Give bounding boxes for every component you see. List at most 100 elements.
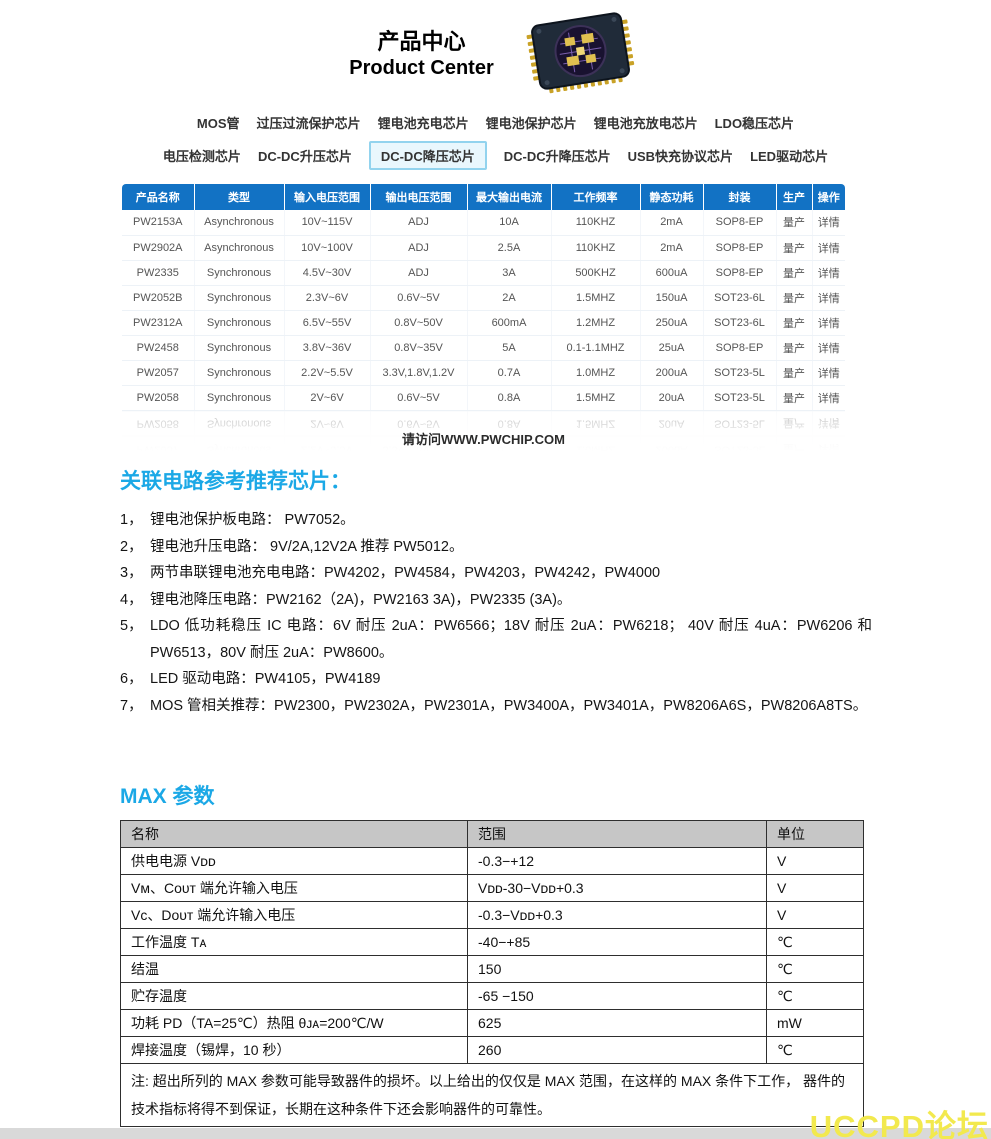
- related-list-item: 3， 两节串联锂电池充电电路：PW4202，PW4584，PW4203，PW424…: [120, 560, 872, 587]
- nav-item[interactable]: DC-DC升降压芯片: [503, 148, 611, 164]
- table-cell: Synchronous: [194, 260, 285, 286]
- table-cell: 110KHZ: [551, 235, 641, 261]
- list-item-number: 3，: [120, 565, 143, 581]
- max-table-cell: Vᴄ、Dᴏᴜᴛ 端允许输入电压: [120, 901, 468, 929]
- table-row: PW2458 Synchronous 3.8V~36V 0.8V~35V 5A 0.1-1…: [122, 335, 845, 361]
- table-cell: 2.5A: [467, 235, 552, 261]
- table-cell: 25uA: [640, 335, 704, 361]
- nav-item[interactable]: MOS管: [196, 115, 240, 131]
- page-header: 产品中心 Product Center: [0, 8, 991, 100]
- table-cell: SOP8-EP: [703, 210, 777, 236]
- max-table-row: 焊接温度（锡焊，10 秒） 260 ℃: [120, 1036, 864, 1064]
- related-list-item: 4， 锂电池降压电路：PW2162（2A)，PW2163 3A)，PW2335 (…: [120, 587, 872, 614]
- table-cell: 2.3V~6V: [284, 285, 371, 311]
- page-title: 产品中心 Product Center: [349, 28, 493, 81]
- table-cell: 1.5MHZ: [551, 285, 641, 311]
- table-cell: 2A: [467, 285, 552, 311]
- nav-item[interactable]: 锂电池保护芯片: [485, 115, 577, 131]
- nav-item[interactable]: LED驱动芯片: [750, 148, 829, 164]
- table-row: PW2153A Asynchronous 10V~115V ADJ 10A 110KHZ 2…: [122, 210, 845, 236]
- max-table-cell: V: [766, 901, 864, 929]
- max-table-cell: 功耗 PD（TA=25℃）热阻 θᴊᴀ=200℃/W: [120, 1009, 468, 1037]
- detail-link[interactable]: 详情: [812, 210, 845, 236]
- column-header: 静态功耗: [640, 184, 704, 210]
- detail-link[interactable]: 详情: [812, 335, 845, 361]
- max-column-header: 单位: [766, 820, 864, 848]
- bottom-bar: [0, 1128, 991, 1139]
- product-name-link[interactable]: PW2335: [122, 260, 195, 286]
- column-header: 操作: [812, 184, 845, 210]
- table-cell: SOP8-EP: [703, 235, 777, 261]
- table-cell: 110KHZ: [551, 210, 641, 236]
- table-cell: 6.5V~55V: [284, 310, 371, 336]
- product-name-link[interactable]: PW2153A: [122, 210, 195, 236]
- max-table-cell: 结温: [120, 955, 468, 983]
- detail-link[interactable]: 详情: [812, 385, 845, 411]
- max-table-section: 名称 范围 单位 供电电源 Vᴅᴅ -0.3−+12 V Vᴍ、Cᴏᴜᴛ 端允许输入电压 V…: [120, 820, 864, 1127]
- related-list-item: 5， LDO 低功耗稳压 IC 电路：6V 耐压 2uA：PW6566；18V 耐…: [120, 613, 872, 666]
- list-item-text: 锂电池保护板电路： PW7052。: [150, 512, 355, 528]
- nav-item[interactable]: 过压过流保护芯片: [256, 115, 361, 131]
- table-cell: 1.0MHZ: [551, 360, 641, 386]
- product-table-header-row: 产品名称 类型 输入电压范围 输出电压范围 最大输出电流 工作频率 静态功耗 封装 生产 操作: [122, 184, 845, 210]
- max-table-cell: ℃: [766, 955, 864, 983]
- nav-row-2: 电压检测芯片 DC-DC升压芯片 DC-DC降压芯片 DC-DC升降压芯片 USB快充协…: [0, 140, 991, 170]
- product-name-link[interactable]: PW2902A: [122, 235, 195, 261]
- nav-item[interactable]: LDO稳压芯片: [714, 115, 795, 131]
- table-cell: 2mA: [640, 210, 704, 236]
- max-table-cell: Vᴅᴅ-30−Vᴅᴅ+0.3: [467, 874, 767, 902]
- related-list-item: 1， 锂电池保护板电路： PW7052。: [120, 507, 872, 534]
- list-item-text: 两节串联锂电池充电电路：PW4202，PW4584，PW4203，PW4242，…: [150, 565, 661, 581]
- max-note-text: 注: 超出所列的 MAX 参数可能导致器件的损坏。以上给出的仅仅是 MAX 范围…: [120, 1063, 864, 1127]
- list-item-text: MOS 管相关推荐：PW2300，PW2302A，PW2301A，PW3400A…: [150, 697, 868, 714]
- column-header: 封装: [703, 184, 777, 210]
- max-table-row: 功耗 PD（TA=25℃）热阻 θᴊᴀ=200℃/W 625 mW: [120, 1009, 864, 1037]
- table-cell: 0.8V~35V: [370, 335, 468, 361]
- table-cell: ADJ: [370, 260, 468, 286]
- nav-item[interactable]: 锂电池充电芯片: [377, 115, 469, 131]
- max-table-cell: 150: [467, 955, 767, 983]
- site-watermark: 请访问WWW.PWCHIP.COM: [402, 431, 565, 447]
- table-row: PW2902A Asynchronous 10V~100V ADJ 2.5A 110KHZ…: [122, 235, 845, 261]
- detail-link[interactable]: 详情: [812, 310, 845, 336]
- nav-item[interactable]: 电压检测芯片: [162, 148, 241, 164]
- max-table-cell: -0.3−Vᴅᴅ+0.3: [467, 901, 767, 929]
- list-item-number: 5，: [120, 618, 143, 634]
- table-cell: 3.3V,1.8V,1.2V: [370, 360, 468, 386]
- nav-item[interactable]: 锂电池充放电芯片: [593, 115, 698, 131]
- product-name-link[interactable]: PW2312A: [122, 310, 195, 336]
- product-name-link[interactable]: PW2057: [122, 360, 195, 386]
- production-status: 量产: [776, 310, 813, 336]
- nav-item[interactable]: USB快充协议芯片: [627, 148, 734, 164]
- nav-item[interactable]: DC-DC升压芯片: [257, 148, 352, 164]
- nav-row-1: MOS管 过压过流保护芯片 锂电池充电芯片 锂电池保护芯片 锂电池充放电芯片 LDO稳压芯…: [0, 108, 991, 136]
- column-header: 输入电压范围: [284, 184, 371, 210]
- detail-link[interactable]: 详情: [812, 360, 845, 386]
- column-header: 最大输出电流: [467, 184, 552, 210]
- product-name-link[interactable]: PW2458: [122, 335, 195, 361]
- detail-link[interactable]: 详情: [812, 235, 845, 261]
- production-status: 量产: [776, 335, 813, 361]
- list-item-text: 锂电池降压电路：PW2162（2A)，PW2163 3A)，PW2335 (3A…: [150, 591, 572, 608]
- table-cell: 250uA: [640, 310, 704, 336]
- table-cell: 500KHZ: [551, 260, 641, 286]
- product-table: 产品名称 类型 输入电压范围 输出电压范围 最大输出电流 工作频率 静态功耗 封装 生产 操作 P…: [122, 184, 845, 411]
- max-table-cell: Vᴍ、Cᴏᴜᴛ 端允许输入电压: [120, 874, 468, 902]
- detail-link[interactable]: 详情: [812, 285, 845, 311]
- table-cell: 2mA: [640, 235, 704, 261]
- max-table-cell: mW: [766, 1009, 864, 1037]
- column-header: 生产: [776, 184, 813, 210]
- max-table-cell: 260: [467, 1036, 767, 1064]
- table-cell: 0.6V~5V: [370, 285, 468, 311]
- table-cell: SOT23-6L: [703, 285, 777, 311]
- table-cell: SOT23-5L: [703, 360, 777, 386]
- detail-link[interactable]: 详情: [812, 260, 845, 286]
- table-cell: Synchronous: [194, 385, 285, 411]
- nav-item-active[interactable]: DC-DC降压芯片: [368, 140, 487, 170]
- product-name-link[interactable]: PW2058: [122, 385, 195, 411]
- table-cell: 3.8V~36V: [284, 335, 371, 361]
- max-column-header: 名称: [120, 820, 468, 848]
- product-name-link[interactable]: PW2052B: [122, 285, 195, 311]
- list-item-number: 7，: [120, 697, 143, 714]
- table-cell: SOT23-5L: [703, 385, 777, 411]
